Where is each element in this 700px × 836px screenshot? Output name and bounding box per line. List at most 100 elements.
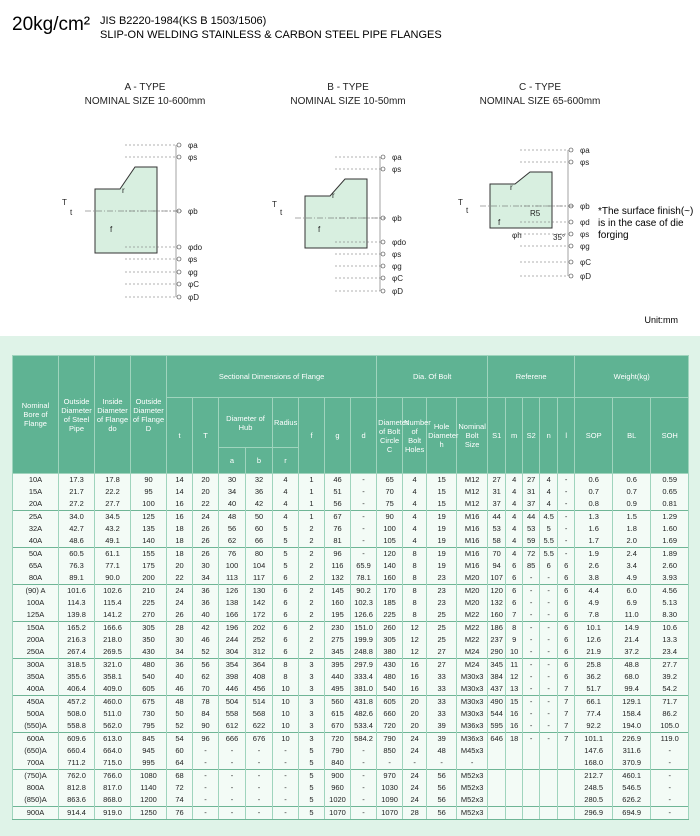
table-cell: 500A xyxy=(12,708,59,720)
table-cell: 120 xyxy=(487,584,507,597)
table-cell: 2 xyxy=(298,547,325,560)
table-cell: 13.3 xyxy=(650,634,690,646)
table-cell: 260 xyxy=(376,621,404,634)
table-cell: - xyxy=(522,609,541,622)
table-cell xyxy=(539,782,559,794)
flange-profile xyxy=(304,178,368,249)
table-cell: - xyxy=(218,769,246,782)
table-cell: 15 xyxy=(505,695,524,708)
table-cell: - xyxy=(349,794,378,807)
table-cell: 36.2 xyxy=(574,671,614,683)
table-cell: (90) A xyxy=(12,584,59,597)
table-cell: 107 xyxy=(487,572,507,585)
table-cell: 1.9 xyxy=(574,547,614,560)
table-cell xyxy=(487,769,507,782)
table-cell: 6 xyxy=(557,621,576,634)
table-cell: 36 xyxy=(192,584,219,597)
table-cell: 10 xyxy=(272,720,299,733)
table-cell: 800A xyxy=(12,782,59,794)
flange-profile xyxy=(94,166,158,254)
diagram-label: φs xyxy=(188,255,197,264)
table-cell: 6 xyxy=(557,658,576,671)
table-cell: - xyxy=(650,794,690,807)
header-cell: l xyxy=(557,397,576,474)
table-cell: 48 xyxy=(426,745,458,757)
table-cell: 3 xyxy=(298,671,325,683)
table-cell: 155 xyxy=(130,547,167,560)
table-cell: 25 xyxy=(426,621,458,634)
table-cell: 19 xyxy=(426,560,458,572)
table-cell: 16 xyxy=(402,658,428,671)
table-cell: 15 xyxy=(426,486,458,498)
table-cell: 51 xyxy=(324,486,351,498)
table-cell: 305 xyxy=(376,634,404,646)
table-cell: 62 xyxy=(218,535,246,548)
table-cell: 16 xyxy=(402,671,428,683)
table-cell: 15 xyxy=(426,498,458,511)
table-cell: 700A xyxy=(12,757,59,770)
table-cell: 817.0 xyxy=(94,782,131,794)
table-cell: 59 xyxy=(522,535,541,548)
table-cell: 2 xyxy=(298,535,325,548)
table-cell: 290 xyxy=(487,646,507,659)
table-cell: 33 xyxy=(426,695,458,708)
table-cell: - xyxy=(539,634,559,646)
table-cell: - xyxy=(426,757,458,770)
table-cell: 48 xyxy=(218,510,246,523)
header-cell: S2 xyxy=(522,397,541,474)
table-cell: 51.7 xyxy=(574,683,614,696)
table-cell: 845 xyxy=(130,732,167,745)
header-cell: Inside Diameter of Flange do xyxy=(94,355,131,474)
table-cell: - xyxy=(272,782,299,794)
table-cell: 40 xyxy=(218,498,246,511)
table-cell: - xyxy=(349,757,378,770)
table-cell: 26 xyxy=(192,523,219,535)
dimension-dot xyxy=(380,275,386,281)
table-cell: M12 xyxy=(456,498,489,511)
dimension-dot xyxy=(380,251,386,257)
table-cell: 6 xyxy=(272,621,299,634)
table-cell: 76 xyxy=(166,806,193,820)
table-cell: 8.30 xyxy=(650,609,690,622)
table-cell: 99.4 xyxy=(612,683,652,696)
header-cell: Weight(kg) xyxy=(574,355,690,398)
diagram-label: r xyxy=(510,183,513,192)
table-cell: 21.4 xyxy=(612,634,652,646)
table-cell: 3 xyxy=(298,683,325,696)
table-cell: 54.2 xyxy=(650,683,690,696)
table-cell: - xyxy=(349,535,378,548)
diagram-label: φa xyxy=(188,141,198,150)
table-cell: - xyxy=(349,523,378,535)
table-cell: 65 xyxy=(376,473,404,486)
table-cell: M30x3 xyxy=(456,695,489,708)
table-cell: 28 xyxy=(402,806,428,820)
table-cell: 147.6 xyxy=(574,745,614,757)
diagram-label: t xyxy=(70,208,73,217)
table-cell: 60.5 xyxy=(58,547,95,560)
table-cell: 0.6 xyxy=(612,473,652,486)
table-cell: 18 xyxy=(166,523,193,535)
table-cell: 381.0 xyxy=(349,683,378,696)
table-cell: 7 xyxy=(557,708,576,720)
table-cell: 437 xyxy=(487,683,507,696)
table-cell: 13 xyxy=(505,683,524,696)
table-cell: 42.7 xyxy=(58,523,95,535)
header-cell: SOP xyxy=(574,397,614,474)
table-cell: 16 xyxy=(402,683,428,696)
table-cell xyxy=(487,757,507,770)
table-cell: 2 xyxy=(298,560,325,572)
table-cell: 24 xyxy=(402,745,428,757)
table-cell: - xyxy=(245,782,273,794)
table-cell: 77.1 xyxy=(94,560,131,572)
table-cell: 6 xyxy=(272,572,299,585)
table-cell: - xyxy=(539,658,559,671)
table-cell: 400A xyxy=(12,683,59,696)
table-cell: 17.3 xyxy=(58,473,95,486)
table-cell: 1.60 xyxy=(650,523,690,535)
table-cell: 5.5 xyxy=(539,535,559,548)
table-cell: 720 xyxy=(376,720,404,733)
table-cell: 30 xyxy=(218,473,246,486)
table-cell: 560 xyxy=(324,695,351,708)
table-cell: 200 xyxy=(130,572,167,585)
table-cell: 4 xyxy=(539,486,559,498)
